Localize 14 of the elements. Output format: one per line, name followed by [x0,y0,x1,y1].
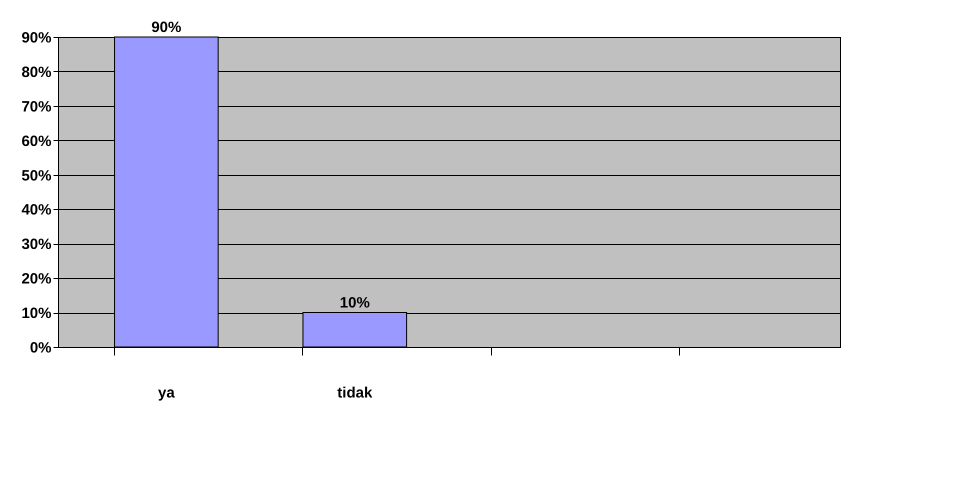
y-tick-label: 40% [21,202,52,219]
y-tick-label: 10% [21,305,52,322]
y-tick-label: 90% [21,30,52,46]
y-tick-label: 30% [21,236,52,254]
y-tick-label: 0% [30,340,52,356]
x-tick-label: ya [158,384,176,402]
data-label: 90% [151,19,182,36]
y-tick-label: 70% [21,98,52,116]
data-label: 10% [340,294,370,312]
y-tick-label: 20% [21,270,52,288]
y-tick-label: 80% [21,64,52,81]
y-tick-label: 60% [21,132,52,150]
x-tick-label: tidak [337,384,373,402]
y-tick-label: 50% [21,167,52,184]
